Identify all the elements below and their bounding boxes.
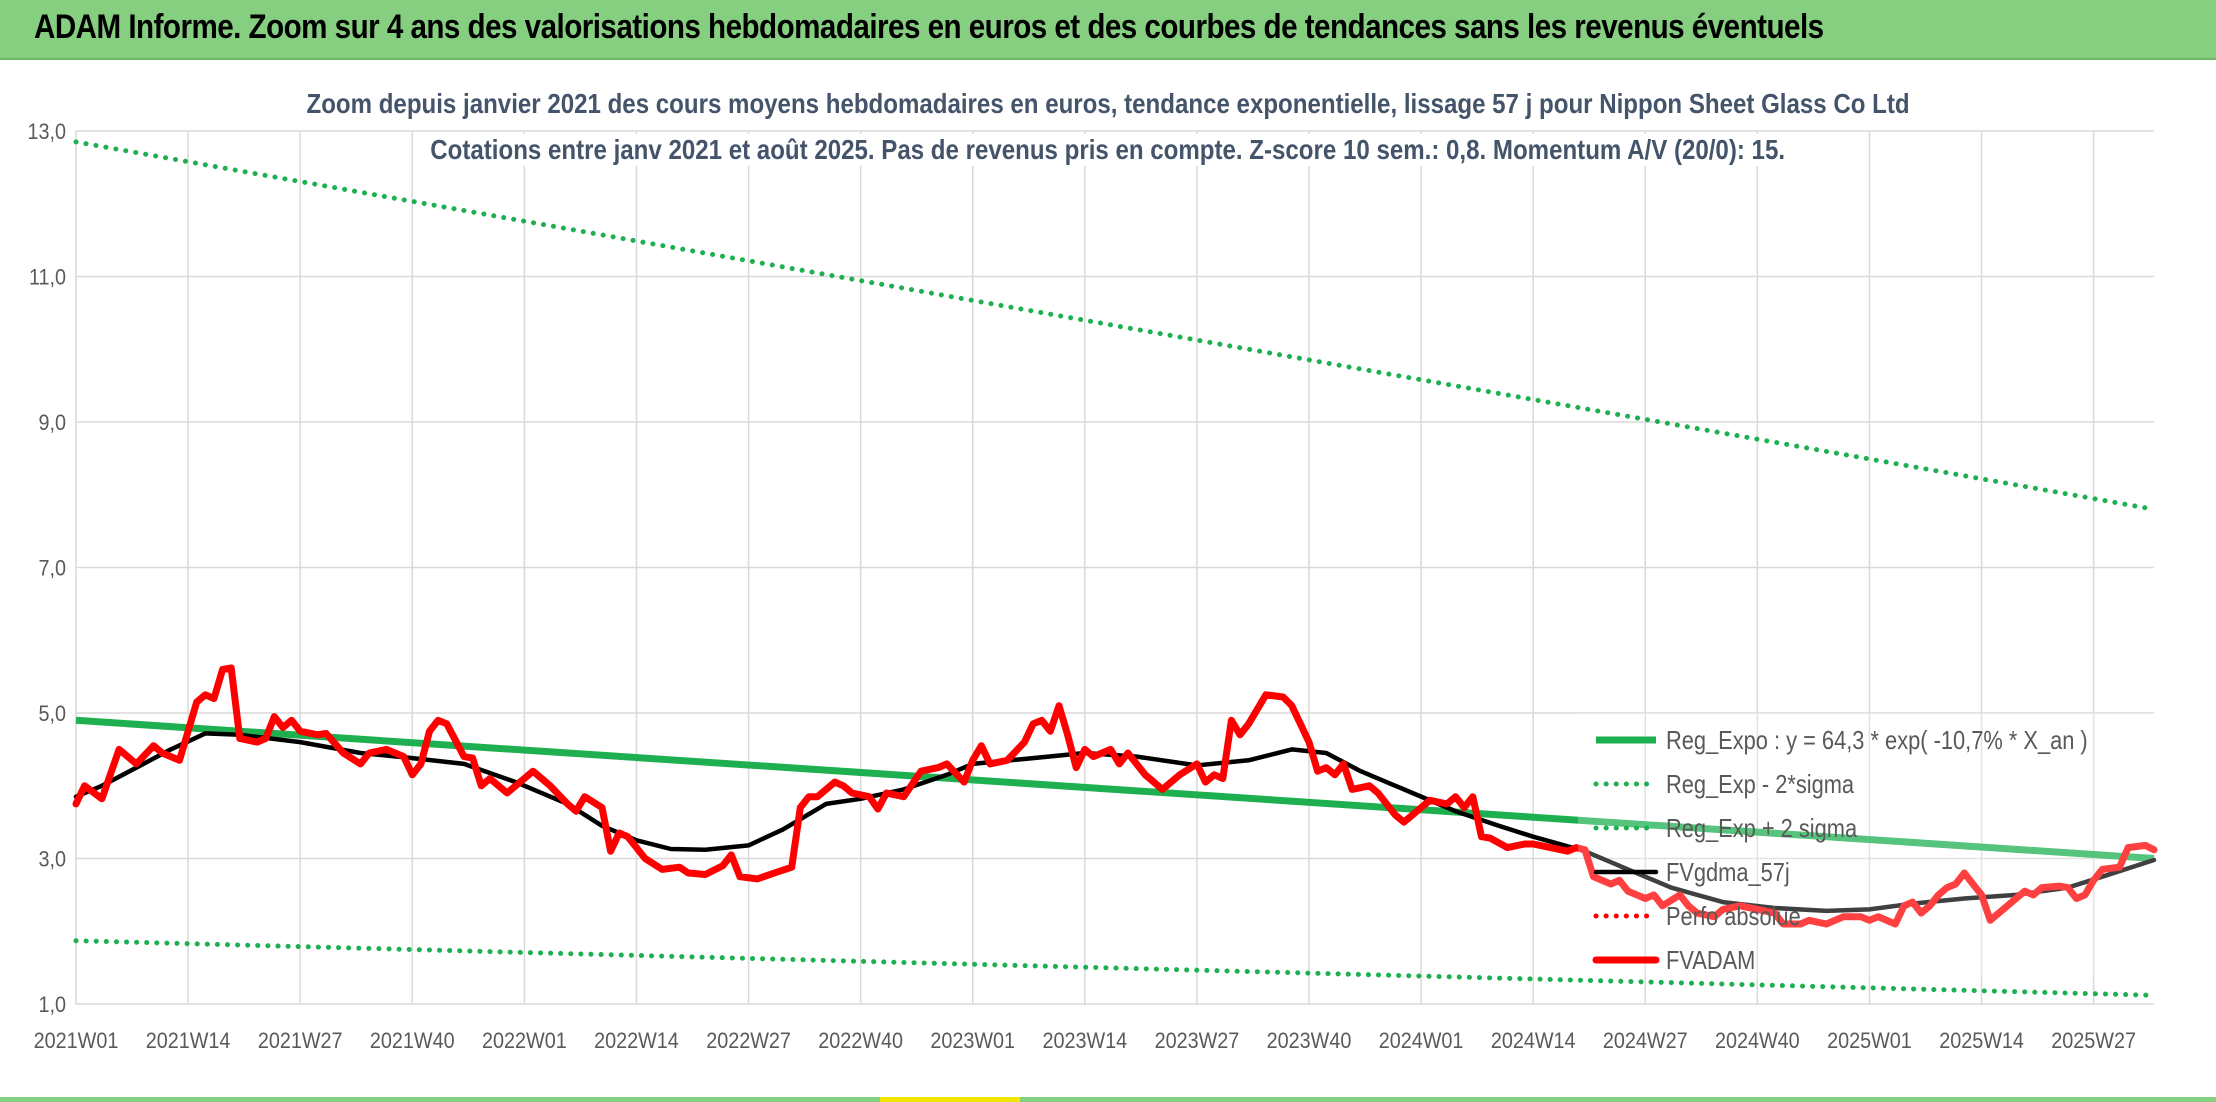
legend-label: Reg_Exp + 2 sigma — [1666, 814, 1858, 843]
report-title: ADAM Informe. Zoom sur 4 ans des valoris… — [34, 8, 1824, 46]
y-axis-labels: 1,0 3,0 5,0 7,0 9,0 11,0 13,0 — [27, 120, 66, 1017]
series-line-2 — [73, 139, 2157, 512]
x-tick-label: 2023W40 — [1267, 1029, 1352, 1053]
x-tick-label: 2022W40 — [818, 1029, 903, 1053]
x-tick-label: 2021W40 — [370, 1029, 455, 1053]
x-tick-label: 2024W14 — [1491, 1029, 1576, 1053]
x-tick-label: 2022W01 — [482, 1029, 567, 1053]
x-axis-labels: 2021W01 2021W14 2021W27 2021W40 2022W01 2022W… — [34, 1029, 2136, 1053]
report-banner: ADAM Informe. Zoom sur 4 ans des valoris… — [0, 0, 2216, 60]
chart-legend: Reg_Expo : y = 64,3 * exp( -10,7% * X_an… — [1578, 713, 2168, 978]
series-layer — [72, 139, 2158, 998]
series-line-0 — [75, 716, 2155, 862]
x-tick-label: 2023W01 — [930, 1029, 1015, 1053]
x-tick-label: 2024W40 — [1715, 1029, 1800, 1053]
legend-label: FVADAM — [1666, 946, 1755, 975]
legend-box — [1578, 713, 2168, 978]
x-tick-label: 2025W01 — [1827, 1029, 1912, 1053]
y-tick-label: 5,0 — [38, 702, 66, 726]
y-tick-label: 3,0 — [38, 848, 66, 872]
x-tick-label: 2023W14 — [1042, 1029, 1127, 1053]
chart-title: Zoom depuis janvier 2021 des cours moyen… — [301, 88, 1915, 120]
x-tick-label: 2021W14 — [146, 1029, 231, 1053]
x-tick-label: 2023W27 — [1155, 1029, 1240, 1053]
bottom-marker — [880, 1097, 1020, 1102]
series-line-1 — [73, 938, 2157, 998]
series-line-5 — [72, 664, 2158, 928]
chart-subtitle: Cotations entre janv 2021 et août 2025. … — [425, 134, 1791, 166]
x-tick-label: 2025W27 — [2051, 1029, 2136, 1053]
y-tick-label: 1,0 — [38, 993, 66, 1017]
x-tick-label: 2022W14 — [594, 1029, 679, 1053]
x-tick-label: 2024W01 — [1379, 1029, 1464, 1053]
x-tick-label: 2022W27 — [706, 1029, 791, 1053]
x-tick-label: 2025W14 — [1939, 1029, 2024, 1053]
y-tick-label: 9,0 — [38, 411, 66, 435]
y-tick-label: 7,0 — [38, 557, 66, 581]
x-tick-label: 2021W01 — [34, 1029, 119, 1053]
y-tick-label: 11,0 — [29, 266, 66, 290]
grid-lines — [75, 130, 2154, 1005]
legend-label: Perfo absolue — [1666, 902, 1801, 931]
chart-area: 1,03,05,07,09,011,013,0 2021W01 2021W14 20… — [27, 120, 2168, 1053]
y-tick-label: 13,0 — [27, 120, 66, 144]
x-tick-label: 2024W27 — [1603, 1029, 1688, 1053]
legend-label: Reg_Exp - 2*sigma — [1666, 770, 1855, 799]
bottom-border — [0, 1097, 2216, 1102]
legend-label: Reg_Expo : y = 64,3 * exp( -10,7% * X_an… — [1666, 726, 2088, 755]
x-tick-label: 2021W27 — [258, 1029, 343, 1053]
legend-label: FVgdma_57j — [1666, 858, 1790, 887]
